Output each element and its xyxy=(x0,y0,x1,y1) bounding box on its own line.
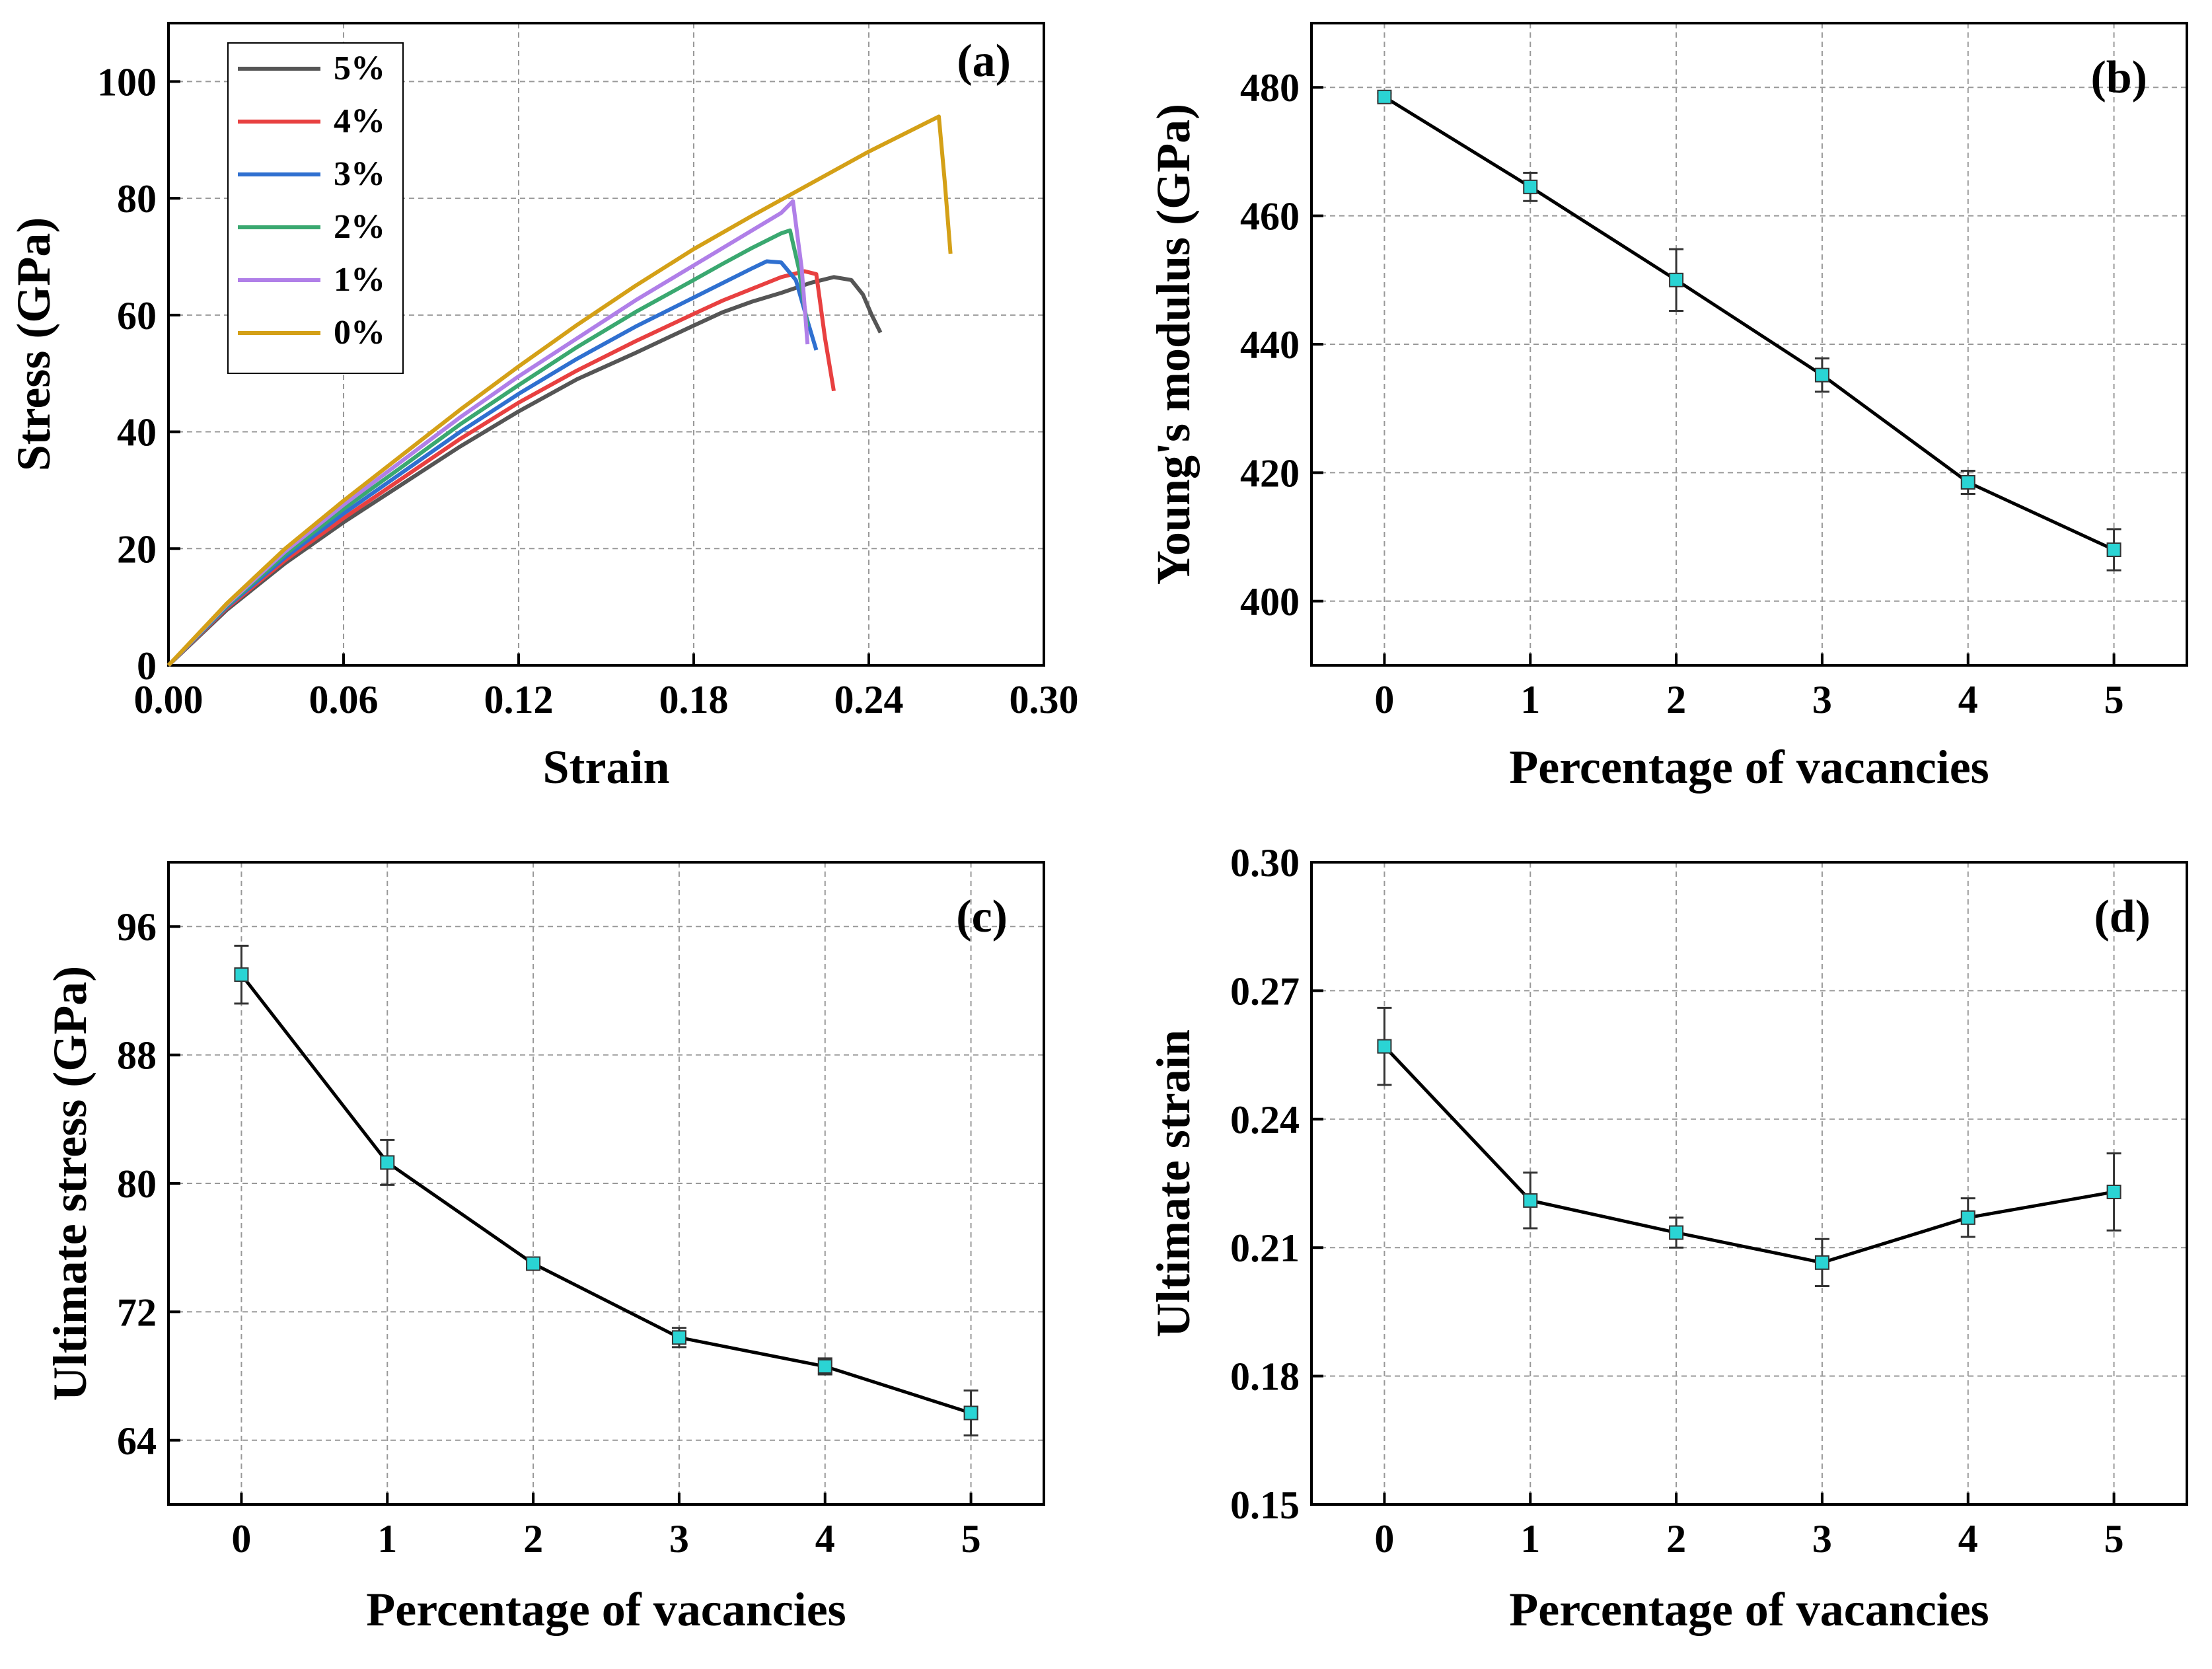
y-tick-label: 40 xyxy=(117,411,157,455)
y-axis-title: Stress (GPa) xyxy=(7,217,60,472)
y-tick-label: 64 xyxy=(117,1419,157,1463)
data-line xyxy=(1383,95,2115,552)
y-tick-label: 88 xyxy=(117,1034,157,1078)
x-axis-title: Strain xyxy=(542,741,669,794)
panel-label: (b) xyxy=(2090,52,2147,103)
x-tick-label: 0.24 xyxy=(834,678,904,722)
x-tick-label: 0.18 xyxy=(659,678,729,722)
y-tick-label: 80 xyxy=(117,1162,157,1206)
series-line-0% xyxy=(166,114,953,667)
data-point xyxy=(1523,179,1538,194)
x-tick-label: 1 xyxy=(1520,1517,1540,1561)
data-point xyxy=(1814,367,1829,383)
data-point xyxy=(1523,1193,1538,1208)
x-tick-label: 2 xyxy=(1666,678,1686,722)
x-tick-label: 3 xyxy=(1812,678,1832,722)
y-tick-label: 72 xyxy=(117,1290,157,1334)
y-tick-label: 96 xyxy=(117,905,157,949)
y-tick-label: 80 xyxy=(117,177,157,221)
y-tick-label: 0 xyxy=(137,644,157,688)
plot-frame xyxy=(167,22,1045,667)
plot-frame xyxy=(1310,861,2188,1506)
data-point xyxy=(1669,1225,1684,1240)
data-point xyxy=(817,1359,832,1374)
data-point xyxy=(1669,272,1684,287)
x-tick-label: 4 xyxy=(1958,678,1978,722)
y-tick-label: 0.15 xyxy=(1230,1483,1300,1527)
panel-label: (d) xyxy=(2094,891,2151,942)
x-tick-label: 4 xyxy=(815,1517,835,1561)
panel-2: 0 1 2 3 4 5 64 72 80 88 96 Percentage of vacancies U… xyxy=(44,861,1045,1636)
y-tick-label: 420 xyxy=(1240,451,1300,495)
data-line xyxy=(240,973,972,1415)
x-tick-label: 3 xyxy=(669,1517,689,1561)
y-tick-label: 0.24 xyxy=(1230,1098,1300,1142)
legend-label: 5% xyxy=(334,50,385,87)
legend-label: 1% xyxy=(334,261,385,299)
data-point xyxy=(526,1256,541,1271)
x-tick-label: 0.06 xyxy=(309,678,379,722)
data-point xyxy=(963,1405,978,1421)
legend-label: 4% xyxy=(334,102,385,140)
y-axis-title: Ultimate stress (GPa) xyxy=(44,966,96,1401)
x-tick-label: 3 xyxy=(1812,1517,1832,1561)
y-tick-label: 480 xyxy=(1240,66,1300,110)
data-point xyxy=(671,1330,686,1345)
data-point xyxy=(1960,474,1975,490)
panel-label: (c) xyxy=(956,891,1008,942)
y-axis-title: Young's modulus (GPa) xyxy=(1147,104,1200,585)
x-tick-label: 5 xyxy=(2104,1517,2124,1561)
series-line-3% xyxy=(166,259,819,667)
x-tick-label: 5 xyxy=(2104,678,2124,722)
y-tick-label: 400 xyxy=(1240,580,1300,624)
x-axis-title: Percentage of vacancies xyxy=(1509,1583,1989,1636)
y-tick-label: 0.21 xyxy=(1230,1226,1300,1270)
data-point xyxy=(2106,1184,2121,1199)
legend-label: 2% xyxy=(334,208,385,246)
y-tick-label: 440 xyxy=(1240,323,1300,367)
x-tick-label: 0 xyxy=(1374,678,1394,722)
panel-1: 0 1 2 3 4 5 400 420 440 460 480 Percentage of vacan… xyxy=(1147,22,2188,794)
x-tick-label: 2 xyxy=(523,1517,543,1561)
legend-label: 3% xyxy=(334,155,385,193)
x-tick-label: 5 xyxy=(961,1517,981,1561)
x-tick-label: 0.00 xyxy=(134,678,203,722)
series-line-5% xyxy=(166,275,883,667)
data-point xyxy=(1814,1255,1829,1270)
data-line xyxy=(1383,1045,2115,1265)
x-tick-label: 1 xyxy=(1520,678,1540,722)
x-axis-title: Percentage of vacancies xyxy=(1509,741,1989,794)
x-tick-label: 0.12 xyxy=(484,678,554,722)
x-axis-title: Percentage of vacancies xyxy=(366,1583,846,1636)
data-point xyxy=(1377,89,1392,104)
data-point xyxy=(2106,542,2121,558)
x-tick-label: 2 xyxy=(1666,1517,1686,1561)
legend-box xyxy=(227,42,404,374)
y-tick-label: 60 xyxy=(117,294,157,338)
data-point xyxy=(380,1155,395,1170)
legend-label: 0% xyxy=(334,314,385,352)
y-tick-label: 20 xyxy=(117,527,157,571)
series-line-4% xyxy=(166,269,836,667)
y-tick-label: 0.30 xyxy=(1230,841,1300,885)
x-tick-label: 0 xyxy=(231,1517,251,1561)
y-tick-label: 100 xyxy=(97,60,157,104)
y-axis-title: Ultimate strain xyxy=(1147,1029,1200,1337)
data-point xyxy=(1377,1039,1392,1054)
series-line-1% xyxy=(166,199,810,667)
data-point xyxy=(1960,1210,1975,1225)
y-tick-label: 460 xyxy=(1240,195,1300,239)
panel-0: 0.00 0.06 0.12 0.18 0.24 0.30 0 20 40 60 80 100 Stra… xyxy=(7,22,1079,794)
y-tick-label: 0.18 xyxy=(1230,1355,1300,1399)
x-tick-label: 1 xyxy=(377,1517,397,1561)
x-tick-label: 0.30 xyxy=(1010,678,1079,722)
series-line-2% xyxy=(166,228,810,667)
data-point xyxy=(234,967,249,983)
x-tick-label: 0 xyxy=(1374,1517,1394,1561)
panel-label: (a) xyxy=(957,36,1011,87)
x-tick-label: 4 xyxy=(1958,1517,1978,1561)
y-tick-label: 0.27 xyxy=(1230,969,1300,1013)
panel-3: 0 1 2 3 4 5 0.15 0.18 0.21 0.24 0.27 0.30 Percentage… xyxy=(1147,841,2188,1636)
